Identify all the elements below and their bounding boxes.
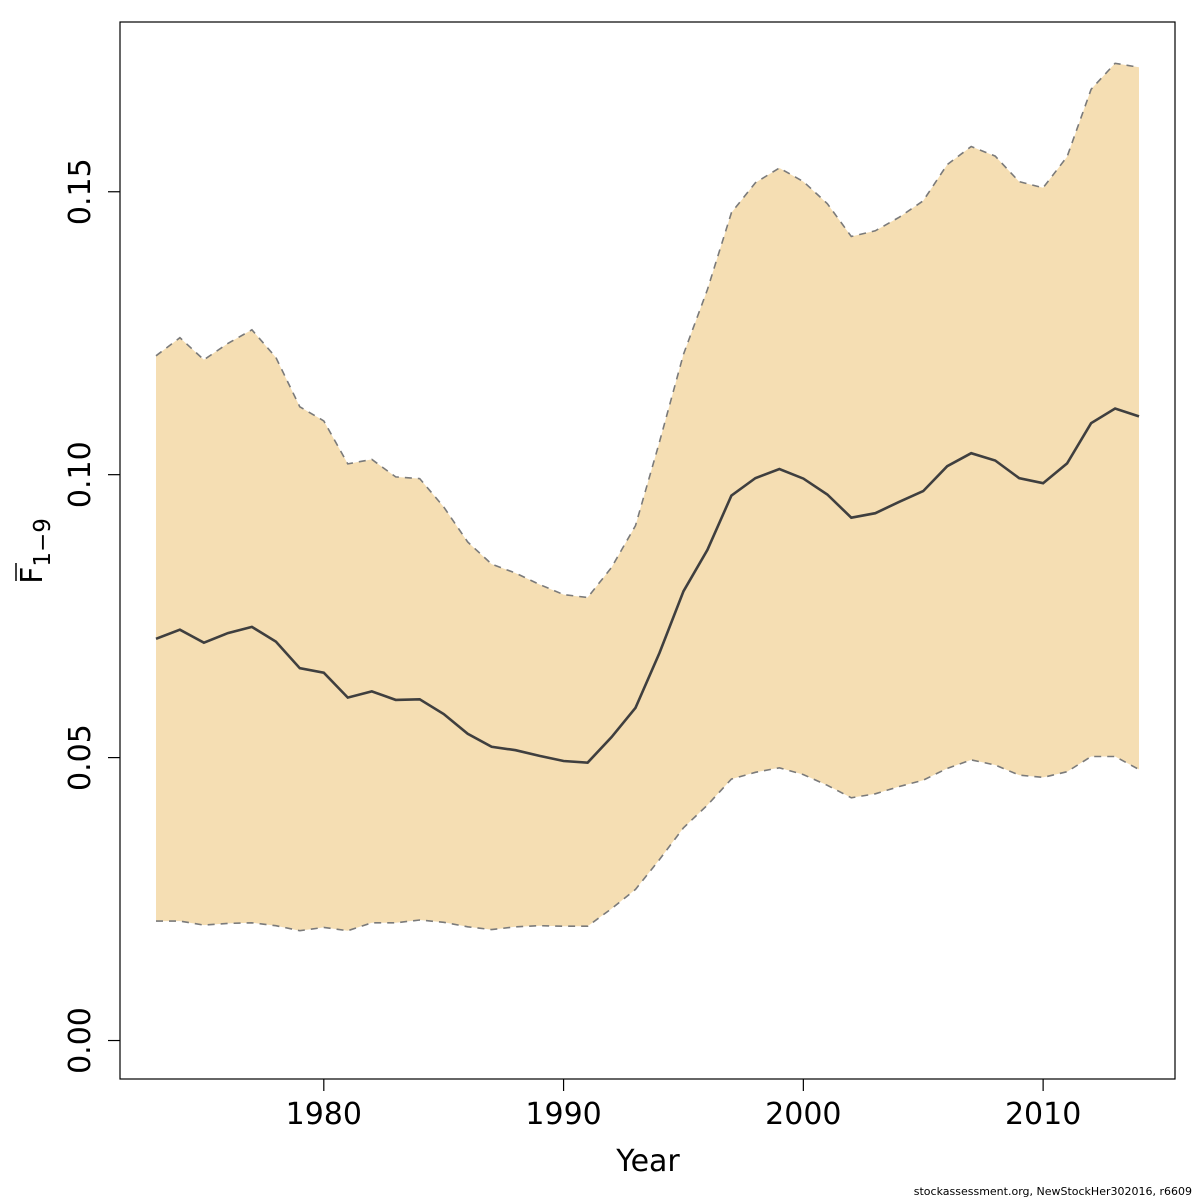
x-tick-label: 2010 <box>1005 1097 1081 1132</box>
x-tick-label: 2000 <box>765 1097 841 1132</box>
x-tick-label: 1980 <box>286 1097 362 1132</box>
y-axis-title: F1−9 <box>15 518 56 584</box>
plot-frame <box>119 21 1176 1080</box>
x-axis-title: Year <box>615 1144 680 1179</box>
y-tick-label: 0.00 <box>63 1007 98 1074</box>
confidence-band <box>156 63 1139 931</box>
y-axis-title-main: F <box>15 567 50 584</box>
x-tick-label: 1990 <box>525 1097 601 1132</box>
y-tick-label: 0.10 <box>63 441 98 508</box>
estimate-line <box>155 407 1140 765</box>
lower-bound-line <box>156 755 1140 932</box>
footer-credit: stockassessment.org, NewStockHer302016, … <box>913 1185 1192 1198</box>
x-axis: 1980 1990 2000 2010 <box>286 1079 1081 1132</box>
y-axis: 0.00 0.05 0.10 0.15 <box>63 158 120 1074</box>
y-tick-label: 0.05 <box>63 724 98 791</box>
y-tick-label: 0.15 <box>63 158 98 225</box>
svg-text:F1−9: F1−9 <box>15 518 56 584</box>
y-axis-title-subscript: 1−9 <box>30 518 56 567</box>
